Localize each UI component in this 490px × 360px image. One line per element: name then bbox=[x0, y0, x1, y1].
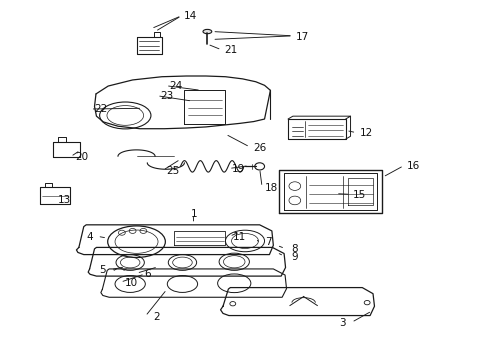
Text: 11: 11 bbox=[233, 232, 246, 242]
Text: 15: 15 bbox=[353, 190, 367, 200]
Text: 1: 1 bbox=[191, 210, 197, 220]
Text: 13: 13 bbox=[58, 195, 71, 205]
Text: 18: 18 bbox=[265, 183, 278, 193]
Text: 25: 25 bbox=[167, 166, 180, 176]
Text: 4: 4 bbox=[86, 232, 93, 242]
Text: 14: 14 bbox=[184, 11, 197, 21]
Text: 20: 20 bbox=[75, 152, 88, 162]
Text: 5: 5 bbox=[99, 265, 106, 275]
Text: 10: 10 bbox=[125, 278, 138, 288]
Text: 8: 8 bbox=[292, 244, 298, 254]
Text: 17: 17 bbox=[296, 32, 309, 41]
Text: 16: 16 bbox=[407, 161, 420, 171]
Text: 2: 2 bbox=[153, 312, 159, 322]
Text: 24: 24 bbox=[169, 81, 182, 91]
Text: 23: 23 bbox=[160, 91, 173, 101]
Text: 21: 21 bbox=[225, 45, 238, 55]
Text: 9: 9 bbox=[292, 252, 298, 262]
Text: 12: 12 bbox=[360, 129, 373, 138]
Text: 19: 19 bbox=[232, 164, 245, 174]
Text: 6: 6 bbox=[144, 269, 150, 279]
Ellipse shape bbox=[203, 30, 212, 34]
Text: 3: 3 bbox=[340, 319, 346, 328]
Text: 26: 26 bbox=[253, 143, 266, 153]
Text: 7: 7 bbox=[265, 237, 272, 247]
Text: 22: 22 bbox=[94, 104, 107, 114]
